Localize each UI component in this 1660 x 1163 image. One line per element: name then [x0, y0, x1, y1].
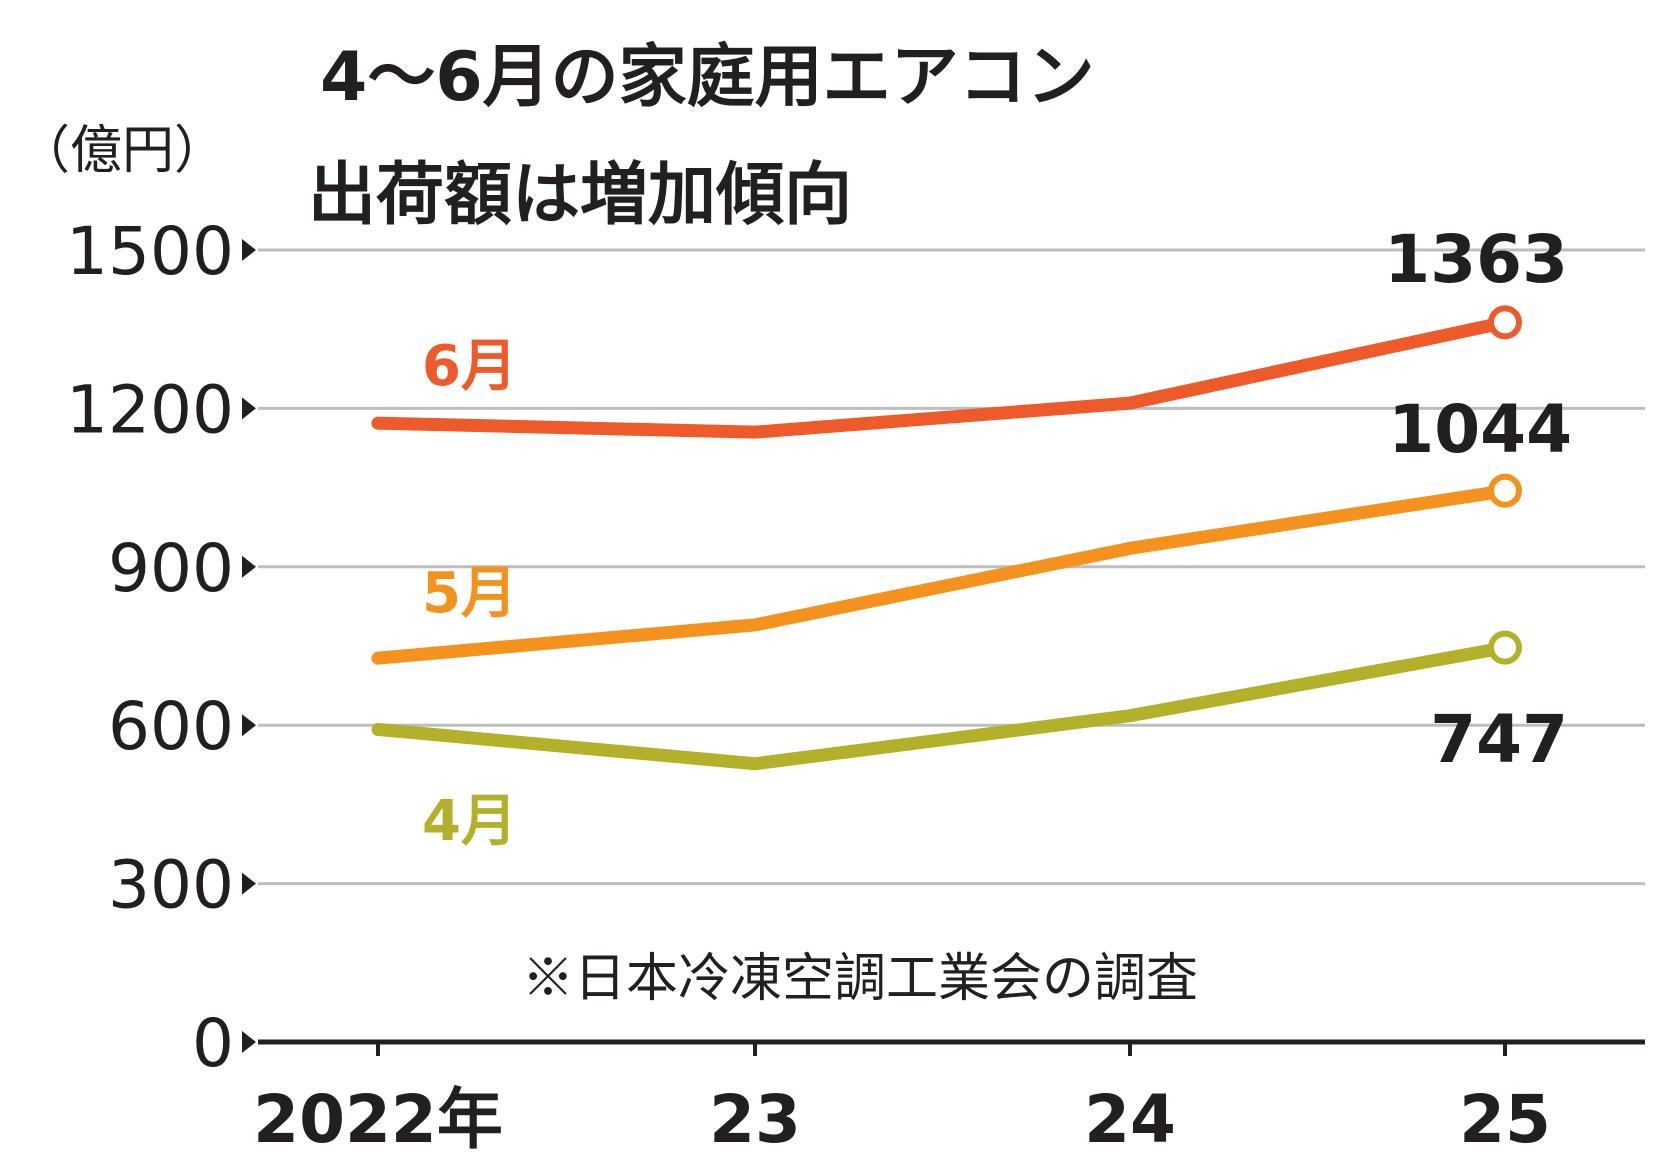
y-tick-marker: [242, 239, 256, 261]
y-tick-marker: [242, 872, 256, 895]
y-tick-label: 1500: [66, 213, 234, 290]
gridlines: [258, 248, 1645, 886]
y-tick-marker: [242, 397, 256, 420]
data-point: [1488, 473, 1522, 508]
x-tick-label: 25: [1459, 1081, 1551, 1158]
y-tick-label: 900: [108, 530, 234, 607]
x-tick-label: 24: [1084, 1081, 1176, 1158]
y-tick-marker: [242, 714, 256, 737]
y-tick-label: 300: [108, 847, 234, 924]
y-tick-marker: [242, 555, 256, 578]
x-tick-label: 23: [709, 1081, 801, 1158]
chart-title: 4～6月の家庭用エアコン: [320, 38, 1095, 117]
series-line: [371, 641, 1512, 771]
y-tick-marker: [242, 1031, 256, 1053]
y-axis-unit: （億円）: [18, 121, 226, 181]
axes: 0 300 600 900 1200 1500 2022年 23 24 25: [66, 213, 1645, 1158]
y-tick-label: 0: [192, 1005, 234, 1082]
data-label: 747: [1430, 701, 1568, 778]
data-label: 1363: [1384, 221, 1568, 298]
chart-subtitle: 出荷額は増加傾向: [308, 156, 852, 235]
series-name-label: 6月: [422, 334, 517, 399]
x-tick-label: 2022年: [253, 1081, 503, 1158]
y-tick-label: 1200: [66, 371, 234, 448]
data-label: 1044: [1388, 391, 1572, 468]
source-note: ※日本冷凍空調工業会の調査: [522, 949, 1198, 1009]
series-lines: 6月 1363 5月 1044 4月 747: [371, 221, 1572, 854]
series-line: [371, 315, 1512, 439]
series-name-label: 4月: [422, 789, 517, 854]
data-point: [1488, 630, 1522, 665]
series-name-label: 5月: [422, 561, 517, 626]
data-point: [1488, 305, 1522, 340]
series-line: [371, 484, 1512, 665]
y-tick-label: 600: [108, 688, 234, 765]
